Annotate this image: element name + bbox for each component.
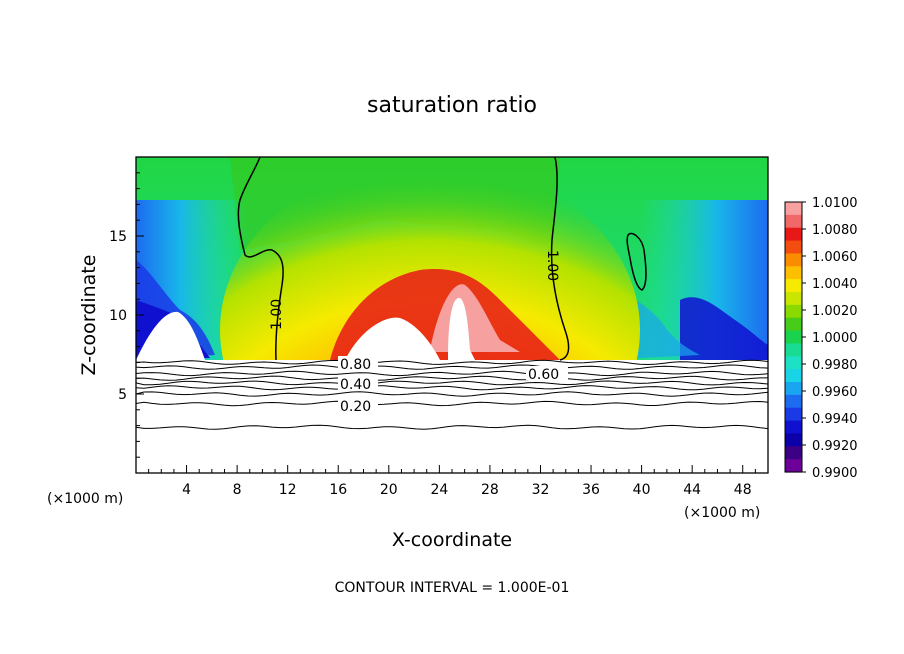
- contour-label-0-80: 0.80: [340, 357, 371, 373]
- contour-label-right: 1.00: [544, 250, 560, 281]
- colorbar-label: 1.0040: [812, 277, 858, 292]
- colorbar-swatch: [785, 407, 802, 422]
- colorbar-swatch: [785, 459, 802, 473]
- x-tick-label: 44: [683, 482, 701, 498]
- contour-label-left: 1.00: [269, 299, 285, 330]
- x-tick-label: 32: [532, 482, 550, 498]
- contour-label-0-40: 0.40: [340, 377, 371, 393]
- colorbar-label: 1.0060: [812, 250, 858, 265]
- colorbar-swatch: [785, 317, 802, 332]
- contour-line-lower: [135, 391, 769, 397]
- contour-lines-lower: [135, 359, 769, 430]
- contour-label-0-20: 0.20: [340, 399, 371, 415]
- colorbar-label: 1.0020: [812, 304, 858, 319]
- y-axis-label: Z-coordinate: [78, 255, 100, 376]
- colorbar-swatch: [785, 433, 802, 447]
- y-tick-label: 10: [109, 308, 127, 324]
- colorbar-swatch: [785, 202, 802, 216]
- x-tick-label: 36: [582, 482, 600, 498]
- colorbar-label: 0.9920: [812, 439, 858, 454]
- field-undefined-center: [345, 317, 440, 360]
- contour-labels: 1.00 1.00 0.80 0.60 0.40 0.20: [269, 250, 568, 415]
- contour-1-00-island: [626, 232, 647, 291]
- colorbar-swatch: [785, 394, 802, 409]
- colorbar-swatch: [785, 343, 802, 357]
- colorbar-swatch: [785, 304, 802, 319]
- x-tick-label: 12: [279, 482, 297, 498]
- contour-label-0-60: 0.60: [528, 367, 559, 383]
- colorbar-swatch: [785, 279, 802, 293]
- y-tick-label: 15: [109, 229, 127, 245]
- x-unit-label-left: (×1000 m): [47, 491, 123, 507]
- x-tick-label: 16: [329, 482, 347, 498]
- colorbar-swatch: [785, 240, 802, 255]
- x-unit-label-right: (×1000 m): [684, 505, 760, 521]
- contour-line-lower: [135, 424, 769, 430]
- contour-line-lower: [135, 364, 769, 370]
- x-tick-label: 48: [734, 482, 752, 498]
- colorbar-swatch: [785, 356, 802, 370]
- colorbar-label: 1.0100: [812, 196, 858, 211]
- contour-1-00-left: [237, 156, 284, 361]
- colorbar-label: 0.9940: [812, 412, 858, 427]
- plot-area: [136, 157, 768, 473]
- colorbar-swatch: [785, 420, 802, 435]
- colorbar-swatch: [785, 292, 802, 306]
- contour-line-lower: [135, 370, 769, 377]
- colorbar-label: 0.9980: [812, 358, 858, 373]
- colorbar-swatch: [785, 227, 802, 242]
- contour-interval-note: CONTOUR INTERVAL = 1.000E-01: [335, 580, 570, 596]
- colorbar-label: 1.0000: [812, 331, 858, 346]
- colorbar-swatch: [785, 446, 802, 460]
- contour-line-lower: [135, 375, 768, 381]
- colorbar-label: 0.9960: [812, 385, 858, 400]
- y-axis-ticks: 5 10 15: [109, 172, 144, 458]
- x-axis-ticks: 4 8 12 16 20 24 28 32 36 40 44 48: [148, 465, 756, 498]
- field-deep-right: [680, 297, 768, 360]
- x-tick-label: 20: [380, 482, 398, 498]
- chart-title: saturation ratio: [367, 93, 537, 118]
- colorbar-swatch: [785, 214, 802, 229]
- colorbar-swatch: [785, 369, 802, 383]
- colorbar-label: 1.0080: [812, 223, 858, 238]
- colorbar-swatch: [785, 253, 802, 267]
- contour-line-lower: [135, 380, 769, 386]
- lower-region: [136, 360, 768, 473]
- x-tick-label: 24: [430, 482, 448, 498]
- field-undefined-left: [136, 311, 205, 360]
- colorbar-label: 0.9900: [812, 466, 858, 481]
- colorbar-swatch: [785, 382, 802, 396]
- x-tick-label: 40: [633, 482, 651, 498]
- colorbar: 1.0100 1.0080 1.0060 1.0040 1.0020 1.0000 0.99…: [784, 196, 858, 481]
- x-tick-label: 8: [233, 482, 242, 498]
- x-tick-label: 4: [182, 482, 191, 498]
- contour-lines: [237, 156, 647, 361]
- contour-line-lower: [135, 385, 769, 391]
- field-undefined-tower: [448, 297, 475, 360]
- contour-line-lower: [135, 400, 769, 407]
- colorbar-swatch: [785, 330, 802, 345]
- contour-1-00-right: [550, 156, 570, 361]
- colorbar-swatch: [785, 266, 802, 280]
- x-axis-label: X-coordinate: [392, 529, 512, 551]
- contour-line-lower: [135, 359, 769, 366]
- y-tick-label: 5: [118, 387, 127, 403]
- x-tick-label: 28: [481, 482, 499, 498]
